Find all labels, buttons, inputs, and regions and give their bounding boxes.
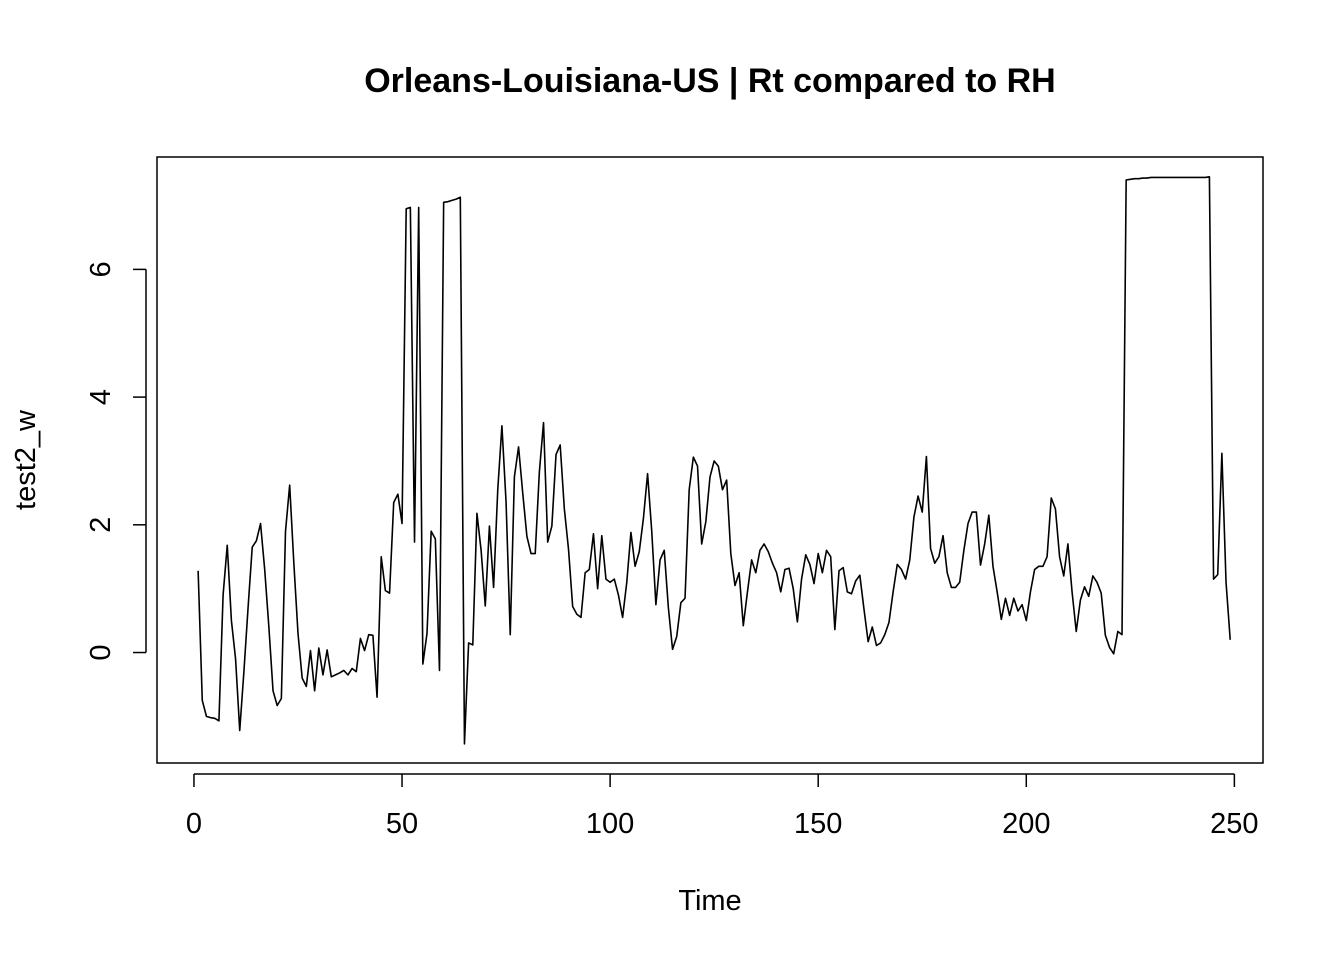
y-tick-label: 4 — [85, 389, 117, 405]
y-tick-label: 0 — [85, 644, 117, 660]
y-tick-label: 6 — [85, 261, 117, 277]
y-axis: 0 2 4 6 — [85, 261, 147, 661]
x-axis-label: Time — [678, 885, 741, 917]
y-axis-label: test2_w — [10, 409, 42, 510]
y-tick-label: 2 — [85, 517, 117, 533]
x-tick-label: 0 — [186, 808, 202, 840]
x-tick-label: 50 — [386, 808, 418, 840]
plot-frame — [156, 156, 1264, 764]
x-axis: 0 50 100 150 200 250 — [186, 773, 1259, 840]
chart-title: Orleans-Louisiana-US | Rt compared to RH — [364, 62, 1056, 100]
x-tick-label: 200 — [1002, 808, 1050, 840]
x-tick-label: 250 — [1210, 808, 1258, 840]
series-line — [197, 176, 1232, 745]
x-tick-label: 100 — [586, 808, 634, 840]
x-tick-label: 150 — [794, 808, 842, 840]
